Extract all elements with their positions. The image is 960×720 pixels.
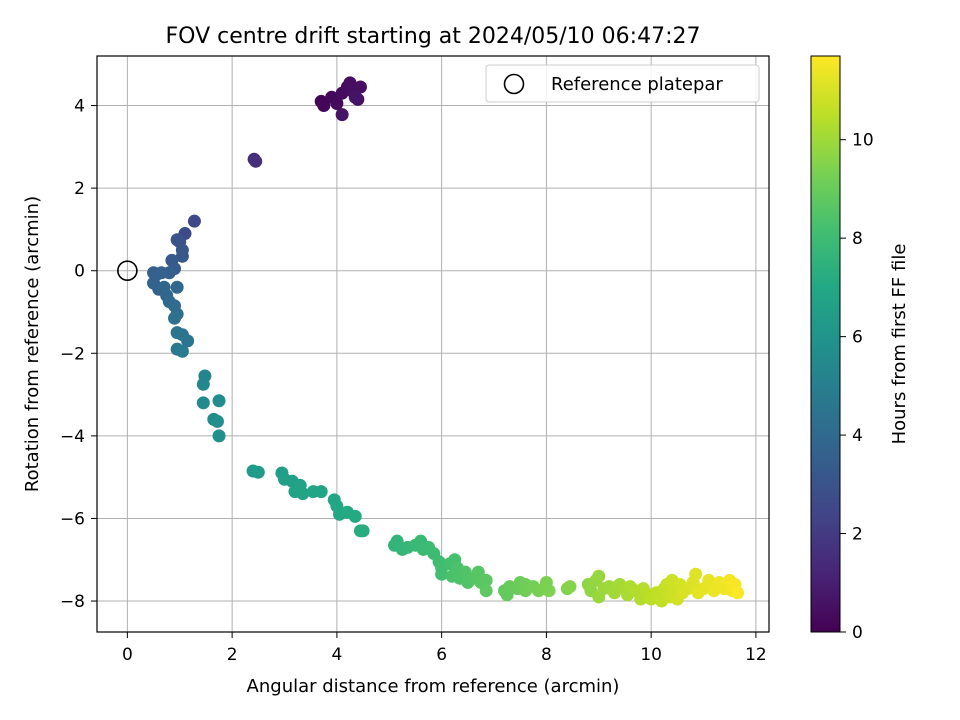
y-tick-label: −2 — [60, 344, 85, 364]
y-tick-label: −4 — [60, 427, 85, 447]
legend-marker-icon — [503, 73, 525, 95]
legend-box — [485, 64, 760, 103]
data-point — [702, 573, 716, 587]
x-axis-label: Angular distance from reference (arcmin) — [247, 676, 620, 697]
data-point — [187, 214, 201, 228]
data-point — [168, 311, 182, 325]
data-point — [592, 569, 606, 583]
y-tick-label: −8 — [60, 592, 85, 612]
y-tick-label: 2 — [74, 179, 85, 199]
data-point — [154, 266, 168, 280]
scatter-points — [147, 76, 745, 608]
y-tick-label: 0 — [74, 262, 85, 282]
data-point — [170, 280, 184, 294]
data-point — [249, 154, 263, 168]
data-point — [314, 485, 328, 499]
data-point — [348, 509, 362, 523]
grid-lines — [97, 56, 769, 632]
data-point — [689, 567, 703, 581]
data-point — [175, 344, 189, 358]
data-point — [181, 334, 195, 348]
data-point — [563, 580, 577, 594]
data-point — [356, 524, 370, 538]
y-axis-label: Rotation from reference (arcmin) — [22, 196, 43, 492]
data-point — [353, 80, 367, 94]
colorbar-tick-label: 4 — [852, 426, 863, 446]
data-point — [317, 99, 331, 113]
legend-entry-label: Reference platepar — [551, 74, 723, 95]
x-tick-label: 2 — [227, 645, 238, 665]
legend: Reference platepar — [485, 64, 760, 103]
colorbar-tick-label: 6 — [852, 328, 863, 348]
colorbar-tick-label: 10 — [852, 131, 874, 151]
data-point — [210, 414, 224, 428]
data-point — [471, 565, 485, 579]
x-axis-ticks: 0 2 4 6 8 10 12 — [122, 632, 767, 665]
data-point — [542, 584, 556, 598]
x-tick-label: 4 — [331, 645, 342, 665]
data-point — [296, 487, 310, 501]
data-point — [170, 233, 184, 247]
y-tick-label: 4 — [74, 97, 85, 117]
data-point — [175, 249, 189, 263]
data-point — [170, 326, 184, 340]
data-point — [731, 586, 745, 600]
chart-title: FOV centre drift starting at 2024/05/10 … — [166, 24, 701, 49]
colorbar — [810, 55, 841, 633]
x-tick-label: 8 — [541, 645, 552, 665]
reference-platepar-marker — [117, 260, 138, 282]
x-tick-label: 12 — [745, 645, 767, 665]
data-point — [196, 396, 210, 410]
data-point — [479, 584, 493, 598]
plot-frame — [96, 55, 770, 633]
y-tick-label: −6 — [60, 509, 85, 529]
colorbar-label: Hours from first FF file — [889, 244, 910, 445]
data-point — [348, 90, 362, 104]
data-point — [212, 394, 226, 408]
data-point — [435, 567, 449, 581]
y-axis-ticks: −8 −6 −4 −2 0 2 4 — [60, 97, 97, 612]
data-point — [196, 377, 210, 391]
data-point — [330, 96, 344, 110]
colorbar-tick-label: 8 — [852, 229, 863, 249]
data-point — [479, 573, 493, 587]
x-tick-label: 0 — [122, 645, 133, 665]
colorbar-ticks: 0 2 4 6 8 10 — [840, 131, 874, 643]
data-point — [251, 465, 265, 479]
data-point — [212, 429, 226, 443]
x-tick-label: 6 — [436, 645, 447, 665]
colorbar-tick-label: 0 — [852, 623, 863, 643]
colorbar-tick-label: 2 — [852, 525, 863, 545]
x-tick-label: 10 — [640, 645, 662, 665]
data-point — [335, 108, 349, 122]
